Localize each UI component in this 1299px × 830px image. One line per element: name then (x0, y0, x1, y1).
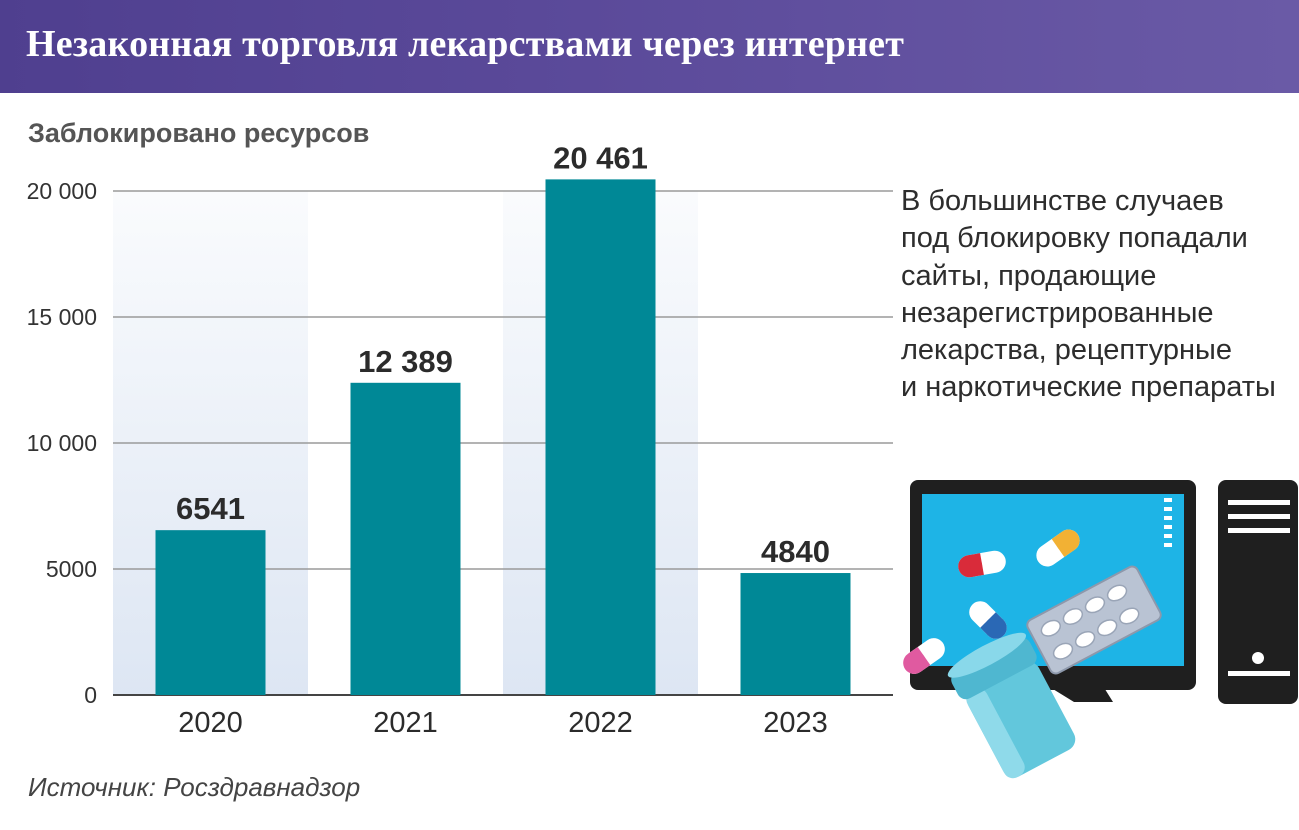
system-unit-icon (1218, 480, 1298, 704)
pharmacy-computer-illustration (903, 480, 1298, 779)
pill-capsule-icon (903, 529, 1080, 674)
x-tick-label: 2021 (373, 707, 438, 739)
x-tick-label: 2022 (568, 707, 633, 739)
source-note: Источник: Росздравнадзор (28, 772, 361, 802)
bar-value-label: 6541 (176, 491, 245, 526)
bar-chart: 0 5000 10 000 15 000 20 000 6541 2020 12 389 202… (27, 140, 893, 739)
page-title: Незаконная торговля лекарствами через ин… (26, 23, 905, 65)
bar (155, 530, 266, 695)
bar (740, 573, 851, 695)
note-line: и наркотические препараты (901, 371, 1276, 404)
bar-value-label: 12 389 (358, 344, 453, 379)
note-line: сайты, продающие (901, 259, 1157, 292)
chart-title: Заблокировано ресурсов (28, 118, 370, 148)
bar (350, 382, 461, 695)
bar (545, 179, 656, 695)
note-line: незарегистрированные (901, 296, 1214, 329)
header-banner: Незаконная торговля лекарствами через ин… (0, 0, 1299, 93)
note-line: под блокировку попадали (901, 222, 1248, 255)
note-line: лекарства, рецептурные (901, 334, 1233, 367)
x-tick-label: 2020 (178, 707, 243, 739)
x-tick-label: 2023 (763, 707, 828, 739)
pill-bottle-icon (947, 632, 1076, 779)
y-tick-label: 0 (84, 682, 97, 708)
y-tick-label: 10 000 (27, 430, 97, 456)
y-tick-label: 15 000 (27, 304, 97, 330)
note-line: В большинстве случаев (901, 185, 1224, 217)
bar-value-label: 4840 (761, 534, 830, 569)
y-tick-label: 5000 (46, 556, 97, 582)
bar-value-label: 20 461 (553, 140, 648, 175)
y-tick-label: 20 000 (27, 178, 97, 204)
info-note: В большинстве случаев под блокировку поп… (901, 183, 1296, 407)
blister-pack-icon (1026, 565, 1162, 675)
